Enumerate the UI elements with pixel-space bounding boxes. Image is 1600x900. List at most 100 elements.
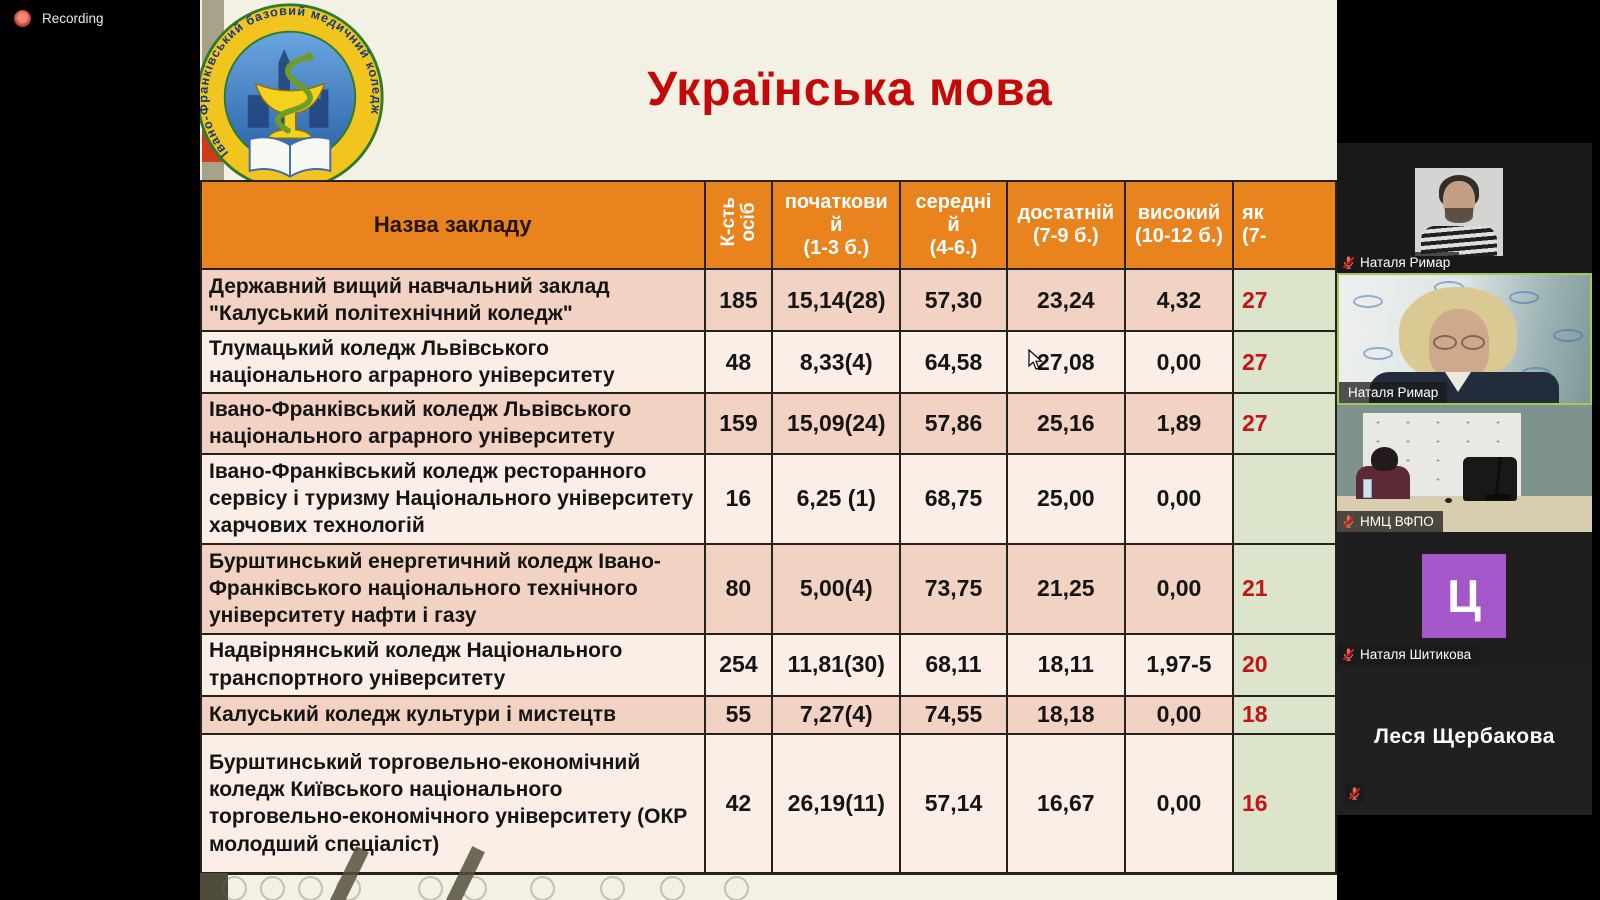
table-row: Надвірнянський коледж Національного тран… bbox=[200, 632, 1337, 697]
avatar: Ц bbox=[1422, 554, 1506, 638]
sufficient-level-cell: 25,16 bbox=[1005, 392, 1126, 455]
presenter-control-button[interactable] bbox=[462, 876, 487, 900]
presentation-slide: Івано-Франківський базовий медичний коле… bbox=[200, 0, 1337, 900]
count-cell: 48 bbox=[703, 330, 774, 394]
middle-level-cell: 57,14 bbox=[899, 732, 1008, 876]
initial-level-cell: 6,25 (1) bbox=[771, 452, 902, 545]
participant-tile-lesya-shcherbakova[interactable]: Леся Щербакова bbox=[1337, 665, 1592, 815]
institution-name-cell: Бурштинський торговельно-економічний кол… bbox=[200, 732, 706, 876]
participant-name: Наталя Римар bbox=[1360, 255, 1451, 270]
count-cell: 254 bbox=[703, 632, 774, 697]
sufficient-level-cell: 21,25 bbox=[1005, 542, 1126, 635]
initial-level-cell: 8,33(4) bbox=[771, 330, 902, 394]
participant-tile-nmc-vfpo[interactable]: НМЦ ВФПО bbox=[1337, 405, 1592, 532]
presenter-control-button[interactable] bbox=[600, 876, 625, 900]
presenter-control-button[interactable] bbox=[724, 876, 749, 900]
header-quality: як (7- bbox=[1231, 180, 1337, 270]
sufficient-level-cell: 27,08 bbox=[1005, 330, 1126, 394]
high-level-cell: 0,00 bbox=[1123, 330, 1234, 394]
high-level-cell: 1,89 bbox=[1123, 392, 1234, 455]
table-row: Івано-Франківський коледж ресторанного с… bbox=[200, 452, 1337, 545]
results-table: Назва закладу К-сть осіб початкови й (1-… bbox=[200, 180, 1337, 876]
institution-name-cell: Івано-Франківський коледж Львівського на… bbox=[200, 392, 706, 455]
participant-name: Наталя Римар bbox=[1348, 385, 1439, 400]
mic-muted-icon bbox=[1342, 256, 1355, 269]
sufficient-level-cell: 25,00 bbox=[1005, 452, 1126, 545]
initial-level-cell: 26,19(11) bbox=[771, 732, 902, 876]
institution-name-cell: Надвірнянський коледж Національного тран… bbox=[200, 632, 706, 697]
presenter-control-button[interactable] bbox=[336, 876, 361, 900]
recording-indicator: Recording bbox=[14, 10, 104, 27]
quality-cell: 16 bbox=[1231, 732, 1337, 876]
quality-cell bbox=[1231, 452, 1337, 545]
quality-cell: 18 bbox=[1231, 694, 1337, 735]
institution-name-cell: Бурштинський енергетичний коледж Івано-Ф… bbox=[200, 542, 706, 635]
institution-name-cell: Калуський коледж культури і мистецтв bbox=[200, 694, 706, 735]
participant-name: НМЦ ВФПО bbox=[1360, 514, 1434, 529]
high-level-cell: 0,00 bbox=[1123, 732, 1234, 876]
college-logo: Івано-Франківський базовий медичний коле… bbox=[200, 3, 384, 191]
header-institution: Назва закладу bbox=[200, 180, 706, 270]
header-sufficient: достатній (7-9 б.) bbox=[1005, 180, 1126, 270]
middle-level-cell: 68,75 bbox=[899, 452, 1008, 545]
institution-name-cell: Державний вищий навчальний заклад "Калус… bbox=[200, 268, 706, 332]
middle-level-cell: 57,30 bbox=[899, 268, 1008, 332]
quality-cell: 20 bbox=[1231, 632, 1337, 697]
table-row: Івано-Франківський коледж Львівського на… bbox=[200, 392, 1337, 455]
count-cell: 16 bbox=[703, 452, 774, 545]
results-table-body: Державний вищий навчальний заклад "Калус… bbox=[200, 268, 1337, 876]
presenter-control-button[interactable] bbox=[260, 876, 285, 900]
header-high: високий (10-12 б.) bbox=[1123, 180, 1234, 270]
header-middle: середні й (4-6.) bbox=[899, 180, 1008, 270]
initial-level-cell: 7,27(4) bbox=[771, 694, 902, 735]
institution-name-cell: Тлумацький коледж Львівського національн… bbox=[200, 330, 706, 394]
participant-video-feed bbox=[1415, 168, 1503, 256]
table-row: Бурштинський торговельно-економічний кол… bbox=[200, 732, 1337, 876]
table-header-row: Назва закладу К-сть осіб початкови й (1-… bbox=[200, 180, 1337, 270]
high-level-cell: 0,00 bbox=[1123, 452, 1234, 545]
institution-name-cell: Івано-Франківський коледж ресторанного с… bbox=[200, 452, 706, 545]
middle-level-cell: 68,11 bbox=[899, 632, 1008, 697]
presenter-control-button[interactable] bbox=[660, 876, 685, 900]
count-cell: 80 bbox=[703, 542, 774, 635]
middle-level-cell: 74,55 bbox=[899, 694, 1008, 735]
high-level-cell: 0,00 bbox=[1123, 542, 1234, 635]
sufficient-level-cell: 23,24 bbox=[1005, 268, 1126, 332]
participant-video-feed bbox=[1339, 275, 1590, 403]
high-level-cell: 4,32 bbox=[1123, 268, 1234, 332]
table-row: Бурштинський енергетичний коледж Івано-Ф… bbox=[200, 542, 1337, 635]
count-cell: 185 bbox=[703, 268, 774, 332]
table-row: Державний вищий навчальний заклад "Калус… bbox=[200, 268, 1337, 332]
header-count-label: К-сть осіб bbox=[717, 197, 759, 247]
participant-tile-natalya-shytykova[interactable]: Ц Наталя Шитикова bbox=[1337, 532, 1592, 665]
mic-muted-icon bbox=[1342, 648, 1355, 661]
initial-level-cell: 11,81(30) bbox=[771, 632, 902, 697]
sufficient-level-cell: 16,67 bbox=[1005, 732, 1126, 876]
quality-cell: 21 bbox=[1231, 542, 1337, 635]
initial-level-cell: 5,00(4) bbox=[771, 542, 902, 635]
count-cell: 159 bbox=[703, 392, 774, 455]
presenter-control-button[interactable] bbox=[298, 876, 323, 900]
table-row: Тлумацький коледж Львівського національн… bbox=[200, 330, 1337, 394]
participant-tile-natalya-rymar-2-active-speaker[interactable]: Наталя Римар bbox=[1337, 273, 1592, 405]
high-level-cell: 0,00 bbox=[1123, 694, 1234, 735]
middle-level-cell: 73,75 bbox=[899, 542, 1008, 635]
avatar-letter: Ц bbox=[1447, 570, 1481, 622]
presenter-control-button[interactable] bbox=[418, 876, 443, 900]
initial-level-cell: 15,14(28) bbox=[771, 268, 902, 332]
middle-level-cell: 64,58 bbox=[899, 330, 1008, 394]
quality-cell: 27 bbox=[1231, 330, 1337, 394]
mic-muted-icon bbox=[1342, 515, 1355, 528]
sufficient-level-cell: 18,11 bbox=[1005, 632, 1126, 697]
count-cell: 55 bbox=[703, 694, 774, 735]
recording-icon bbox=[14, 10, 31, 27]
participant-tile-natalya-rymar-1[interactable]: Наталя Римар bbox=[1337, 143, 1592, 273]
presenter-control-button[interactable] bbox=[222, 876, 247, 900]
header-count: К-сть осіб bbox=[703, 180, 774, 270]
header-initial: початкови й (1-3 б.) bbox=[771, 180, 902, 270]
participant-name: Леся Щербакова bbox=[1374, 725, 1555, 748]
presenter-control-button[interactable] bbox=[530, 876, 555, 900]
initial-level-cell: 15,09(24) bbox=[771, 392, 902, 455]
mic-muted-icon bbox=[1348, 787, 1361, 800]
middle-level-cell: 57,86 bbox=[899, 392, 1008, 455]
